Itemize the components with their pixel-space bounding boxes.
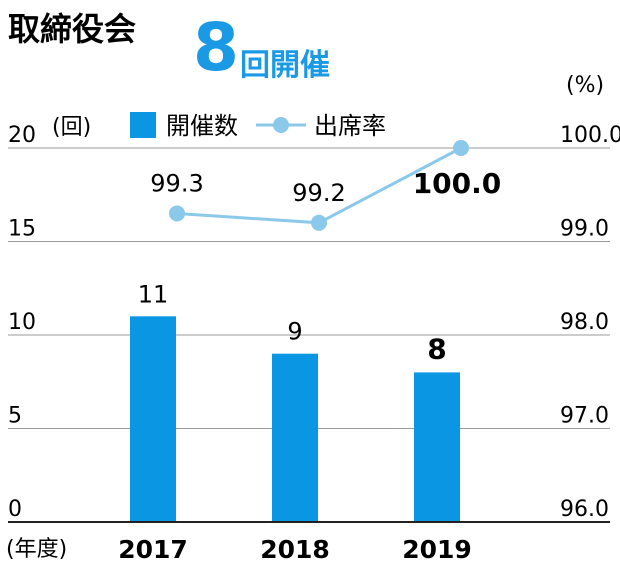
bar-value-label: 9 <box>287 318 302 346</box>
x-tick-label: 2017 <box>118 535 188 564</box>
line-value-label: 100.0 <box>413 167 502 200</box>
y-right-tick-label: 99.0 <box>560 217 609 242</box>
y-right-tick-label: 100.0 <box>560 123 620 148</box>
line-point <box>453 140 469 156</box>
x-tick-label: 2018 <box>260 535 330 564</box>
bar <box>130 316 176 522</box>
legend-bar-label: 開催数 <box>166 112 238 140</box>
y-right-tick-label: 96.0 <box>560 497 609 522</box>
line-value-label: 99.3 <box>150 169 203 197</box>
x-tick-label: 2019 <box>402 535 472 564</box>
y-right-unit-label: (%) <box>566 73 604 98</box>
legend-line-marker <box>273 117 289 133</box>
bar-value-label: 11 <box>138 280 169 308</box>
highlight-text: 回開催 <box>240 48 330 83</box>
legend-bar-swatch <box>130 112 156 138</box>
highlight-number: 8 <box>193 9 239 86</box>
legend-line-label: 出席率 <box>314 112 386 140</box>
y-right-tick-label: 98.0 <box>560 310 609 335</box>
bar <box>272 353 318 522</box>
y-left-tick-label: 0 <box>8 497 22 522</box>
line-point <box>311 214 327 231</box>
chart-title: 取締役会 <box>8 10 136 48</box>
y-left-unit-label: (回) <box>52 115 91 140</box>
line-value-label: 99.2 <box>292 179 345 207</box>
y-right-tick-label: 97.0 <box>560 404 609 429</box>
y-left-tick-label: 10 <box>8 310 36 335</box>
y-left-tick-label: 5 <box>8 404 22 429</box>
x-unit-label: (年度) <box>6 537 67 562</box>
y-left-tick-label: 20 <box>8 123 36 148</box>
bar-value-label: 8 <box>427 332 446 365</box>
line-point <box>169 205 185 222</box>
bar <box>414 372 460 522</box>
y-left-tick-label: 15 <box>8 217 36 242</box>
